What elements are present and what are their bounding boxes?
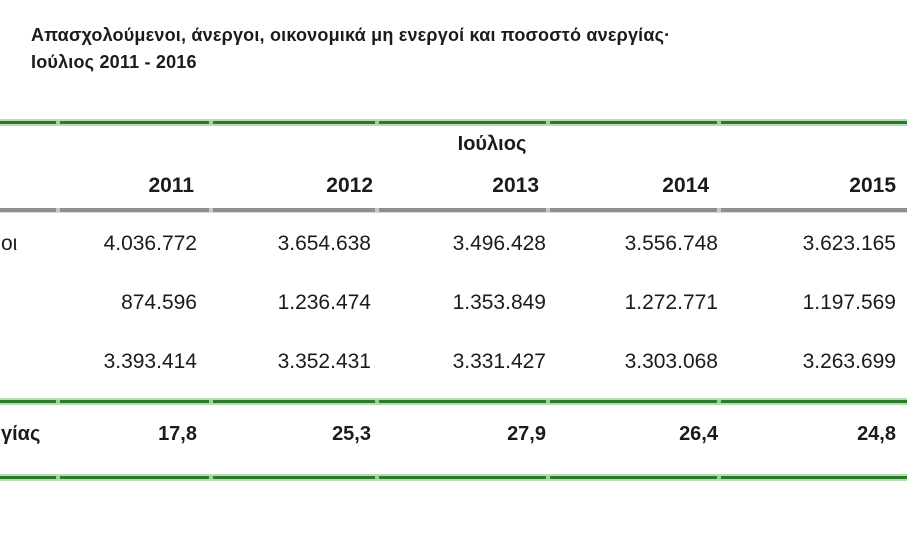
table-cell: 3.556.748 (624, 232, 718, 255)
table-row-unemployment-rate: γίας 17,8 25,3 27,9 26,4 24,8 (0, 423, 907, 449)
table-cell: 3.496.428 (452, 232, 546, 255)
column-divider-tick (56, 476, 60, 479)
column-divider-tick (546, 476, 550, 479)
table-cell: 3.263.699 (802, 350, 896, 373)
column-divider-tick (56, 208, 60, 212)
month-group-header: Ιούλιος (457, 133, 527, 155)
year-header: 2011 (148, 174, 194, 197)
column-divider-tick (56, 400, 60, 403)
table-cell: 4.036.772 (103, 232, 197, 255)
table-row-employed: οι 4.036.772 3.654.638 3.496.428 3.556.7… (0, 232, 907, 258)
table-bottom-border (0, 474, 907, 481)
row-label-fragment: γίας (1, 423, 41, 445)
column-divider-tick (209, 476, 213, 479)
table-cell: 874.596 (121, 291, 197, 314)
table-cell: 25,3 (332, 423, 371, 445)
table-cell: 3.393.414 (103, 350, 197, 373)
table-cell: 1.272.771 (624, 291, 718, 314)
year-header: 2015 (849, 174, 896, 197)
rate-row-top-border (0, 398, 907, 405)
table-top-border (0, 119, 907, 126)
column-divider-tick (375, 208, 379, 212)
column-divider-tick (375, 476, 379, 479)
table-cell: 1.353.849 (452, 291, 546, 314)
table-row-unemployed: 874.596 1.236.474 1.353.849 1.272.771 1.… (0, 291, 907, 317)
table-cell: 1.236.474 (277, 291, 371, 314)
header-divider-line (0, 208, 907, 213)
year-header: 2012 (326, 174, 373, 197)
table-cell: 3.352.431 (277, 350, 371, 373)
table-cell: 27,9 (507, 423, 546, 445)
table-cell: 3.303.068 (624, 350, 718, 373)
table-cell: 3.654.638 (277, 232, 371, 255)
column-divider-tick (546, 208, 550, 212)
table-cell: 1.197.569 (802, 291, 896, 314)
year-header: 2014 (662, 174, 709, 197)
column-divider-tick (717, 208, 721, 212)
column-divider-tick (209, 208, 213, 212)
column-divider-tick (56, 121, 60, 124)
table-cell: 26,4 (679, 423, 718, 445)
page-title: Απασχολούμενοι, άνεργοι, οικονομικά μη ε… (31, 22, 670, 76)
table-row-inactive: 3.393.414 3.352.431 3.331.427 3.303.068 … (0, 350, 907, 376)
column-divider-tick (546, 121, 550, 124)
column-divider-tick (717, 476, 721, 479)
page-title-line1: Απασχολούμενοι, άνεργοι, οικονομικά μη ε… (31, 25, 671, 45)
column-divider-tick (375, 400, 379, 403)
column-divider-tick (717, 121, 721, 124)
page-title-line2: Ιούλιος 2011 - 2016 (31, 52, 197, 72)
column-divider-tick (546, 400, 550, 403)
year-header: 2013 (492, 174, 539, 197)
table-cell: 3.623.165 (802, 232, 896, 255)
table-cell: 17,8 (158, 423, 197, 445)
table-cell: 3.331.427 (452, 350, 546, 373)
column-divider-tick (717, 400, 721, 403)
column-divider-tick (209, 121, 213, 124)
column-divider-tick (209, 400, 213, 403)
row-label-fragment: οι (1, 232, 18, 255)
year-header-row: 2011 2012 2013 2014 2015 (0, 174, 907, 200)
table-cell: 24,8 (857, 423, 896, 445)
column-divider-tick (375, 121, 379, 124)
